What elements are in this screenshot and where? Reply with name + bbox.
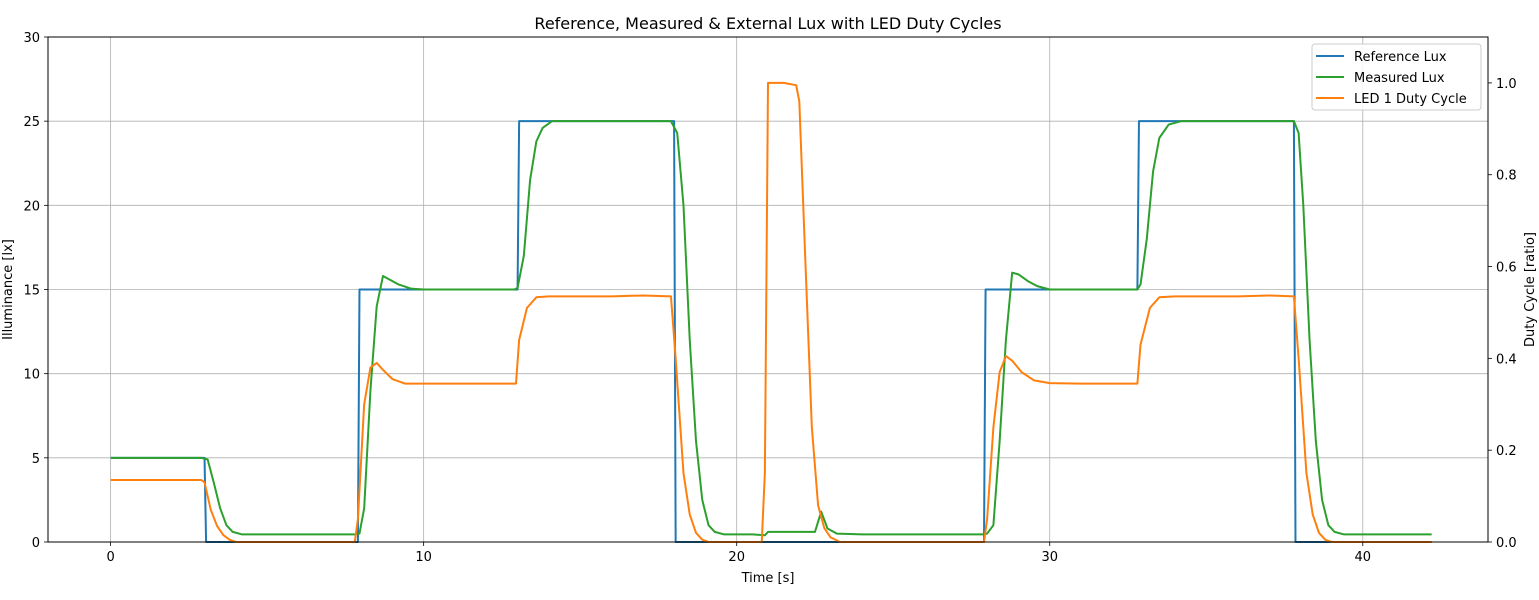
x-tick-label: 0 bbox=[106, 550, 114, 565]
x-tick-label: 30 bbox=[1041, 550, 1058, 565]
y-left-tick-label: 5 bbox=[32, 452, 40, 467]
legend-box bbox=[1311, 43, 1482, 111]
legend-label: LED 1 Duty Cycle bbox=[1354, 92, 1467, 107]
legend-label: Reference Lux bbox=[1354, 50, 1447, 65]
y-left-axis-label: Illuminance [lx] bbox=[1, 239, 16, 340]
x-tick-label: 20 bbox=[728, 550, 745, 565]
x-tick-label: 10 bbox=[415, 550, 432, 565]
y-left-tick-label: 0 bbox=[32, 536, 40, 551]
y-right-axis-ticks: 0.0 0.2 0.4 0.6 0.8 1.0 bbox=[1488, 77, 1517, 551]
y-right-tick-label: 0.4 bbox=[1496, 352, 1517, 367]
y-right-axis-label: Duty Cycle [ratio] bbox=[1523, 232, 1538, 347]
legend: Reference Lux Measured Lux LED 1 Duty Cycl… bbox=[1311, 43, 1482, 111]
y-right-tick-label: 0.8 bbox=[1496, 169, 1517, 184]
x-axis-ticks: 0 10 20 30 40 bbox=[106, 542, 1371, 565]
y-right-tick-label: 0.2 bbox=[1496, 444, 1517, 459]
y-left-tick-label: 25 bbox=[23, 115, 40, 130]
x-axis-label: Time [s] bbox=[741, 571, 795, 586]
legend-label: Measured Lux bbox=[1354, 71, 1445, 86]
y-left-tick-label: 10 bbox=[23, 368, 40, 383]
series-line-led-1-duty-cycle bbox=[110, 81, 1432, 543]
y-left-tick-label: 15 bbox=[23, 284, 40, 299]
y-left-tick-label: 30 bbox=[23, 31, 40, 46]
y-right-tick-label: 0.6 bbox=[1496, 261, 1517, 276]
x-tick-label: 40 bbox=[1355, 550, 1372, 565]
y-left-tick-label: 20 bbox=[23, 199, 40, 214]
chart-title: Reference, Measured & External Lux with … bbox=[534, 14, 1001, 33]
y-left-axis-ticks: 0 5 10 15 20 25 30 bbox=[23, 31, 48, 551]
series-line-measured-lux bbox=[110, 120, 1432, 537]
y-right-tick-label: 1.0 bbox=[1496, 77, 1517, 92]
y-right-tick-label: 0.0 bbox=[1496, 536, 1517, 551]
